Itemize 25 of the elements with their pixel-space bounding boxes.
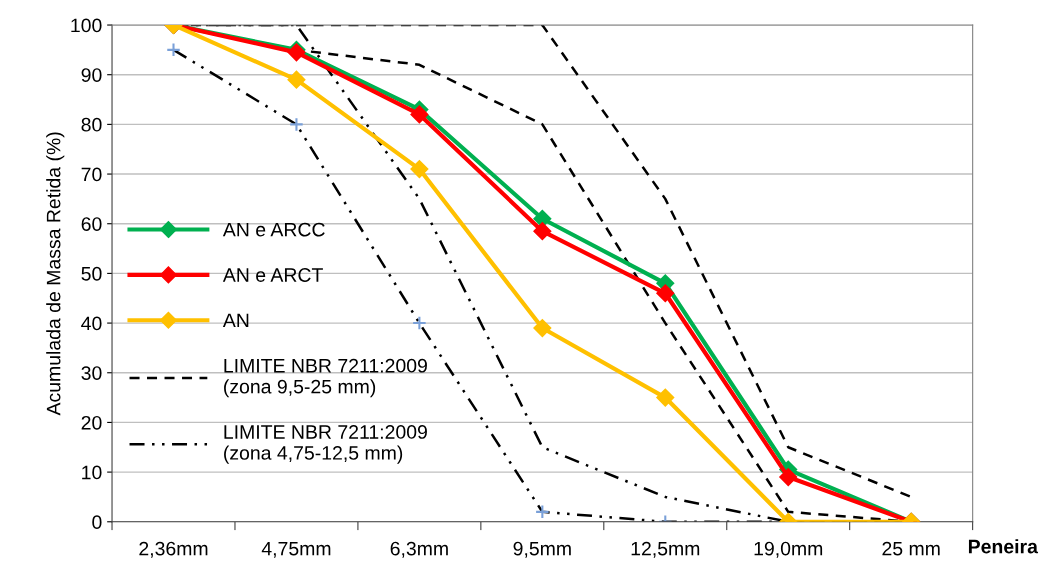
legend-label: LIMITE NBR 7211:2009 (zona 4,75-12,5 mm) — [224, 425, 427, 464]
x-tick-label: 25 mm — [882, 541, 940, 556]
x-tick-label: 4,75mm — [261, 541, 331, 558]
legend-label: AN e ARCC — [222, 222, 325, 237]
x-tick-label: 12,5mm — [631, 541, 700, 558]
y-tick-label: 40 — [81, 316, 102, 331]
y-tick-label: 60 — [81, 217, 102, 231]
y-tick-label: 0 — [92, 515, 102, 530]
y-tick-label: 50 — [81, 266, 102, 281]
y-axis-title: Acumulada de Massa Retida (%) — [46, 132, 65, 416]
legend-label: LIMITE NBR 7211:2009 (zona 9,5-25 mm) — [224, 358, 427, 398]
y-tick-label: 70 — [81, 167, 102, 182]
x-tick-label: 2,36mm — [139, 541, 208, 558]
legend-label: AN e ARCT — [222, 268, 323, 282]
x-axis-title: Peneira — [968, 539, 1039, 554]
y-tick-label: 80 — [81, 117, 102, 132]
y-tick-label: 20 — [81, 415, 102, 430]
y-tick-label: 10 — [82, 465, 102, 480]
y-tick-label: 30 — [81, 366, 102, 380]
legend-label: AN — [222, 313, 249, 328]
x-tick-label: 6,3mm — [390, 541, 448, 558]
x-tick-label: 19,0mm — [754, 541, 823, 558]
x-tick-label: 9,5mm — [513, 541, 571, 558]
y-tick-label: 100 — [71, 18, 102, 33]
y-tick-label: 90 — [81, 68, 102, 82]
